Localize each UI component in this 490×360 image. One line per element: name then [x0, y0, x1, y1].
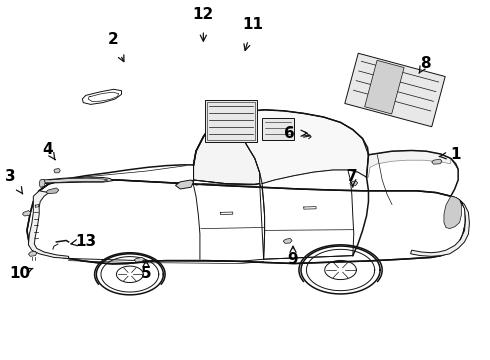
Text: 13: 13: [71, 234, 97, 249]
Polygon shape: [432, 159, 442, 164]
Text: 10: 10: [9, 266, 33, 281]
Bar: [345, 53, 445, 127]
Text: 11: 11: [243, 17, 263, 50]
Polygon shape: [175, 180, 194, 189]
Polygon shape: [46, 188, 59, 194]
Polygon shape: [54, 168, 60, 173]
Polygon shape: [350, 181, 358, 186]
Bar: [205, 100, 257, 142]
Text: 1: 1: [439, 147, 461, 162]
Text: 2: 2: [107, 32, 124, 62]
Polygon shape: [194, 117, 260, 184]
Polygon shape: [230, 110, 368, 184]
Polygon shape: [39, 179, 45, 187]
Text: 6: 6: [284, 126, 307, 141]
Polygon shape: [367, 150, 451, 177]
Text: 7: 7: [347, 169, 358, 187]
Text: 9: 9: [288, 246, 298, 267]
Text: 8: 8: [419, 55, 431, 73]
Text: 3: 3: [5, 169, 23, 194]
Polygon shape: [444, 196, 462, 229]
Polygon shape: [283, 238, 292, 243]
Bar: [365, 60, 404, 114]
Text: 12: 12: [193, 7, 214, 41]
Polygon shape: [40, 177, 113, 184]
Text: 5: 5: [141, 261, 151, 281]
Polygon shape: [411, 196, 469, 256]
Bar: [207, 102, 255, 140]
Polygon shape: [23, 211, 31, 216]
Text: 4: 4: [43, 142, 55, 160]
Polygon shape: [28, 191, 69, 258]
Bar: [262, 118, 294, 140]
Polygon shape: [134, 257, 145, 262]
Polygon shape: [82, 89, 122, 104]
Polygon shape: [27, 179, 465, 264]
Polygon shape: [28, 251, 37, 256]
